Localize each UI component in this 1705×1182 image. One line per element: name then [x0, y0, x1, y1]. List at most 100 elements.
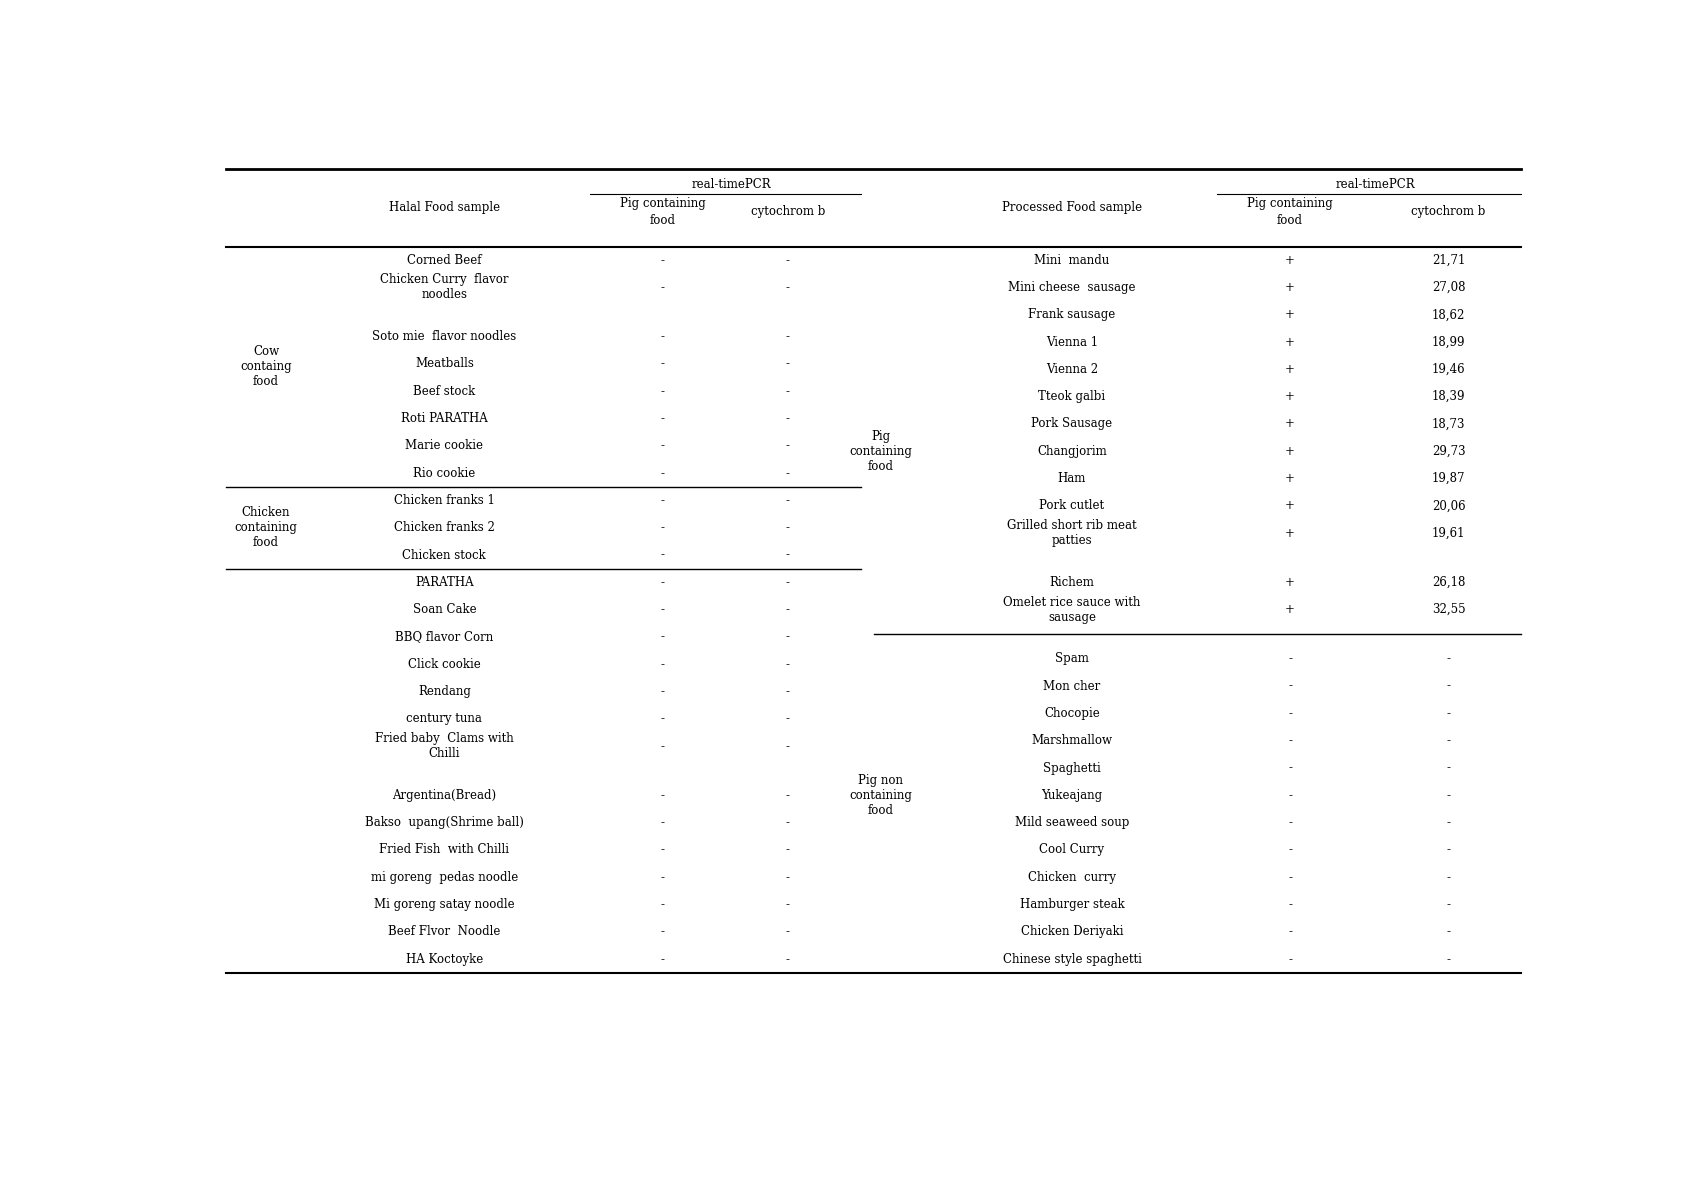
Text: -: - [660, 548, 665, 561]
Text: -: - [786, 548, 789, 561]
Text: -: - [786, 953, 789, 966]
Text: HA Koctoyke: HA Koctoyke [406, 953, 483, 966]
Text: -: - [1446, 926, 1451, 939]
Text: 27,08: 27,08 [1432, 281, 1465, 294]
Text: Soto mie  flavor noodles: Soto mie flavor noodles [372, 330, 517, 343]
Text: Vienna 1: Vienna 1 [1045, 336, 1098, 349]
Text: Hamburger steak: Hamburger steak [1020, 898, 1124, 911]
Text: -: - [1446, 734, 1451, 747]
Text: -: - [1446, 652, 1451, 665]
Text: -: - [786, 926, 789, 939]
Text: Spam: Spam [1055, 652, 1089, 665]
Text: Chicken Deriyaki: Chicken Deriyaki [1021, 926, 1124, 939]
Text: Spaghetti: Spaghetti [1043, 761, 1101, 774]
Text: Rio cookie: Rio cookie [413, 467, 476, 480]
Text: -: - [786, 630, 789, 643]
Text: Soan Cake: Soan Cake [413, 603, 476, 616]
Text: -: - [786, 576, 789, 589]
Text: -: - [660, 657, 665, 670]
Text: -: - [786, 521, 789, 534]
Text: Yukeajang: Yukeajang [1042, 788, 1103, 801]
Text: -: - [1446, 788, 1451, 801]
Text: Chicken franks 1: Chicken franks 1 [394, 494, 494, 507]
Text: Vienna 2: Vienna 2 [1045, 363, 1098, 376]
Text: -: - [660, 330, 665, 343]
Text: Corned Beef: Corned Beef [407, 254, 481, 267]
Text: Rendang: Rendang [418, 686, 471, 699]
Text: -: - [1446, 844, 1451, 857]
Text: Chocopie: Chocopie [1043, 707, 1100, 720]
Text: -: - [660, 713, 665, 726]
Text: -: - [786, 740, 789, 753]
Text: Changjorim: Changjorim [1037, 444, 1107, 457]
Text: Pork Sausage: Pork Sausage [1032, 417, 1113, 430]
Text: -: - [786, 281, 789, 294]
Text: -: - [660, 254, 665, 267]
Text: +: + [1286, 417, 1296, 430]
Text: -: - [660, 630, 665, 643]
Text: +: + [1286, 444, 1296, 457]
Text: -: - [660, 357, 665, 370]
Text: Marshmallow: Marshmallow [1032, 734, 1113, 747]
Text: -: - [1446, 680, 1451, 693]
Text: Pig containing: Pig containing [1246, 197, 1333, 210]
Text: Bakso  upang(Shrime ball): Bakso upang(Shrime ball) [365, 816, 523, 829]
Text: 19,87: 19,87 [1432, 472, 1465, 485]
Text: +: + [1286, 363, 1296, 376]
Text: Pig containing: Pig containing [619, 197, 706, 210]
Text: -: - [786, 898, 789, 911]
Text: -: - [1287, 871, 1292, 884]
Text: Marie cookie: Marie cookie [406, 440, 483, 453]
Text: -: - [660, 413, 665, 426]
Text: BBQ flavor Corn: BBQ flavor Corn [396, 630, 493, 643]
Text: 18,39: 18,39 [1432, 390, 1465, 403]
Text: 19,61: 19,61 [1432, 527, 1465, 540]
Text: -: - [786, 413, 789, 426]
Text: -: - [1446, 871, 1451, 884]
Text: Tteok galbi: Tteok galbi [1038, 390, 1105, 403]
Text: -: - [660, 926, 665, 939]
Text: Meatballs: Meatballs [414, 357, 474, 370]
Text: -: - [786, 467, 789, 480]
Text: Mi goreng satay noodle: Mi goreng satay noodle [373, 898, 515, 911]
Text: -: - [786, 657, 789, 670]
Text: Cool Curry: Cool Curry [1040, 844, 1105, 857]
Text: -: - [1287, 816, 1292, 829]
Text: +: + [1286, 527, 1296, 540]
Text: food: food [650, 214, 675, 227]
Text: -: - [786, 440, 789, 453]
Text: 20,06: 20,06 [1432, 500, 1465, 512]
Text: -: - [660, 281, 665, 294]
Text: -: - [1287, 652, 1292, 665]
Text: cytochrom b: cytochrom b [1412, 206, 1485, 219]
Text: Processed Food sample: Processed Food sample [1003, 201, 1142, 214]
Text: -: - [1287, 898, 1292, 911]
Text: Beef stock: Beef stock [413, 384, 476, 397]
Text: Pork cutlet: Pork cutlet [1040, 500, 1105, 512]
Text: 19,46: 19,46 [1432, 363, 1465, 376]
Text: -: - [660, 871, 665, 884]
Text: -: - [786, 788, 789, 801]
Text: -: - [1287, 926, 1292, 939]
Text: +: + [1286, 254, 1296, 267]
Text: Grilled short rib meat
patties: Grilled short rib meat patties [1008, 519, 1137, 547]
Text: -: - [1446, 707, 1451, 720]
Text: 21,71: 21,71 [1432, 254, 1465, 267]
Text: Richem: Richem [1050, 576, 1095, 589]
Text: +: + [1286, 603, 1296, 616]
Text: -: - [1446, 898, 1451, 911]
Text: +: + [1286, 390, 1296, 403]
Text: -: - [1446, 761, 1451, 774]
Text: -: - [1446, 953, 1451, 966]
Text: Halal Food sample: Halal Food sample [389, 201, 500, 214]
Text: -: - [660, 521, 665, 534]
Text: -: - [786, 816, 789, 829]
Text: 32,55: 32,55 [1432, 603, 1465, 616]
Text: -: - [660, 898, 665, 911]
Text: -: - [1287, 680, 1292, 693]
Text: -: - [1287, 761, 1292, 774]
Text: -: - [660, 603, 665, 616]
Text: +: + [1286, 309, 1296, 322]
Text: -: - [660, 576, 665, 589]
Text: real-timePCR: real-timePCR [692, 178, 772, 191]
